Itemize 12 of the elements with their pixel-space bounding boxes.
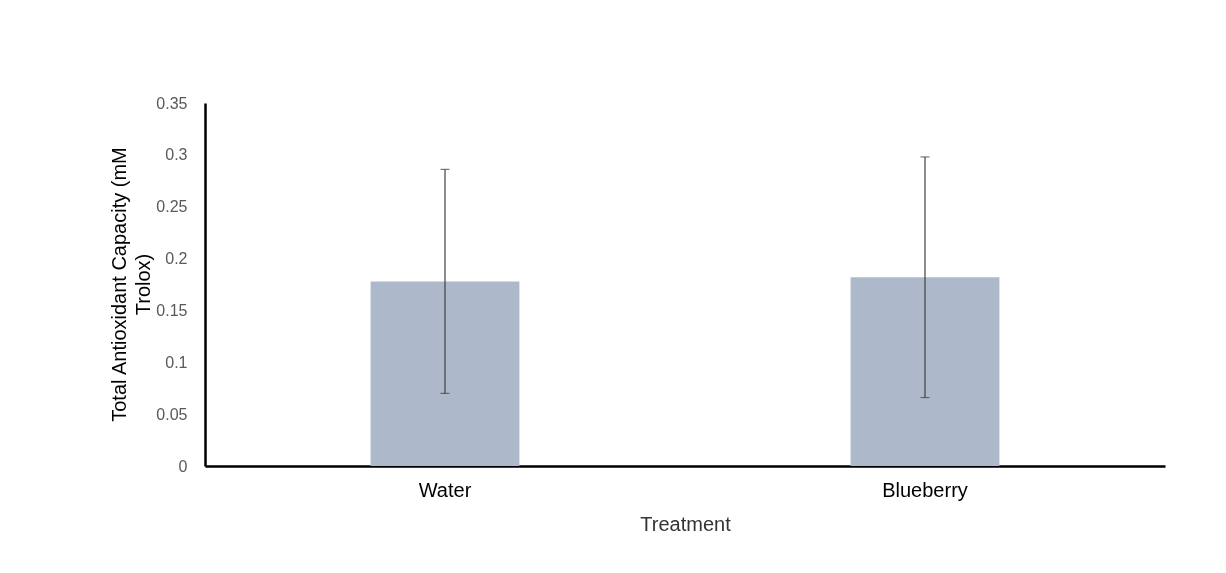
x-tick-label: Water [418,478,472,501]
y-tick-label: 0 [178,457,188,475]
y-axis-title: Total Antioxidant Capacity (mM Trolox) [108,147,154,422]
y-tick-label: 0.2 [165,250,188,268]
y-tick-label: 0.1 [165,353,188,371]
y-tick-label: 0.35 [156,94,188,112]
y-tick-label: 0.05 [156,405,188,423]
y-tick-label: 0.3 [165,146,188,164]
x-axis-title: Treatment [640,512,732,535]
y-tick-label: 0.15 [156,301,188,319]
x-tick-label: Blueberry [882,478,968,501]
y-tick-label: 0.25 [156,198,188,216]
